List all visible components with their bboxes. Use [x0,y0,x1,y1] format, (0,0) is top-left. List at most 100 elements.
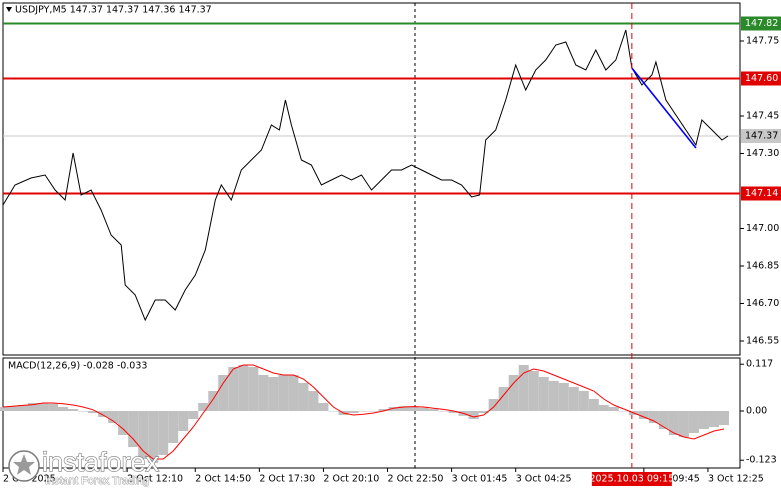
macd-bar [268,377,279,411]
macd-bar [388,407,399,411]
macd-bar [188,411,199,419]
cursor-label-box [591,472,672,486]
macd-bar [438,411,449,412]
y-tick-label: 147.75 [746,36,779,47]
y-tick-label: 147.45 [746,111,779,122]
macd-bar [238,365,249,411]
macd-bar [68,409,79,411]
macd-bar [468,411,479,419]
macd-bar [498,387,509,411]
watermark-star [13,454,35,475]
macd-panel-frame [2,357,741,469]
x-tick-label: 2 Oct 22:50 [388,474,444,485]
macd-bar [308,391,319,411]
macd-bar [598,405,609,411]
macd-bar [528,371,539,411]
chart-title: USDJPY,M5 147.37 147.37 147.36 147.37 [15,5,212,16]
macd-bar [618,411,629,412]
y-tick-label: 0.00 [746,406,767,417]
macd-bar [378,409,389,411]
macd-bar [398,406,409,411]
macd-bar [668,411,679,435]
macd-bar [318,403,329,411]
watermark-tagline: Instant Forex Trading [45,475,149,487]
watermark: instaforex Instant Forex Trading [8,447,160,487]
macd-bar [28,403,39,411]
macd-bar [688,411,699,433]
macd-bar [278,375,289,411]
macd-bar [348,411,359,413]
macd-bar [508,375,519,411]
macd-bar [488,399,499,411]
current-price-label: 147.37 [745,131,778,142]
macd-bar [158,411,169,455]
level-label: 147.82 [745,18,778,29]
macd-bar [38,403,49,411]
macd-bar [708,411,719,427]
level-label-box [741,16,781,31]
macd-bar [48,403,59,411]
macd-bar [228,367,239,411]
macd-bar [648,411,659,423]
macd-bar [178,411,189,431]
macd-bar [0,407,9,411]
x-tick-label: 2 Oct 20:10 [323,474,379,485]
macd-bar [198,403,209,411]
macd-bar [168,411,179,443]
macd-bar [248,367,259,411]
macd-bar [298,383,309,411]
y-tick-label: 146.55 [746,336,779,347]
macd-bar [608,407,619,411]
macd-bar [568,387,579,411]
macd-bar [718,411,729,425]
macd-bar [538,377,549,411]
macd-bar [678,411,689,437]
y-tick-label: -0.123 [746,455,777,466]
signal-line [2,364,725,460]
x-tick-label: 3 Oct 04:25 [516,474,572,485]
macd-bar [368,411,379,412]
macd-bar [658,411,669,429]
level-label-box [741,71,781,86]
macd-bar [208,391,219,411]
y-tick-label: 0.117 [746,359,773,370]
macd-bar [448,411,459,413]
x-tick-label: 3 Oct 12:25 [708,474,764,485]
macd-bar [148,411,159,463]
level-label: 147.60 [745,73,778,84]
macd-bar [138,411,149,459]
macd-bar [408,407,419,411]
plot-layer: 146.55 146.70 146.85 147.00 147.30 147.45 147.… [0,3,781,486]
macd-bar [108,411,119,423]
macd-title: MACD(12,26,9) -0.028 -0.033 [8,361,147,372]
current-price-box [741,129,781,143]
macd-bar [78,411,89,412]
macd-bar [548,381,559,411]
trend-line [631,67,697,149]
watermark-brand: instaforex [42,447,160,477]
macd-bar [88,411,99,413]
y-tick-label: 147.30 [746,148,779,159]
macd-bar [288,375,299,411]
macd-bar [8,406,19,411]
macd-bar [118,411,129,435]
macd-bar [18,405,29,411]
x-tick-label: 2 Oct 14:50 [195,474,251,485]
symbol-menu-arrow [6,7,12,12]
x-tick-label: 2 Oct 12:10 [127,474,183,485]
level-label: 147.14 [745,188,778,199]
macd-bar [98,411,109,417]
macd-bar [578,391,589,411]
macd-bar [698,411,709,429]
x-tick-label: 3 Oct 01:45 [452,474,508,485]
macd-bar [128,411,139,447]
x-tick-label: 2 Oct 17:30 [259,474,315,485]
macd-bar [558,383,569,411]
macd-bar [258,375,269,411]
macd-bar [638,411,649,419]
macd-bar [518,365,529,411]
y-tick-label: 146.70 [746,298,779,309]
macd-bar [328,411,339,412]
macd-bar [588,399,599,411]
